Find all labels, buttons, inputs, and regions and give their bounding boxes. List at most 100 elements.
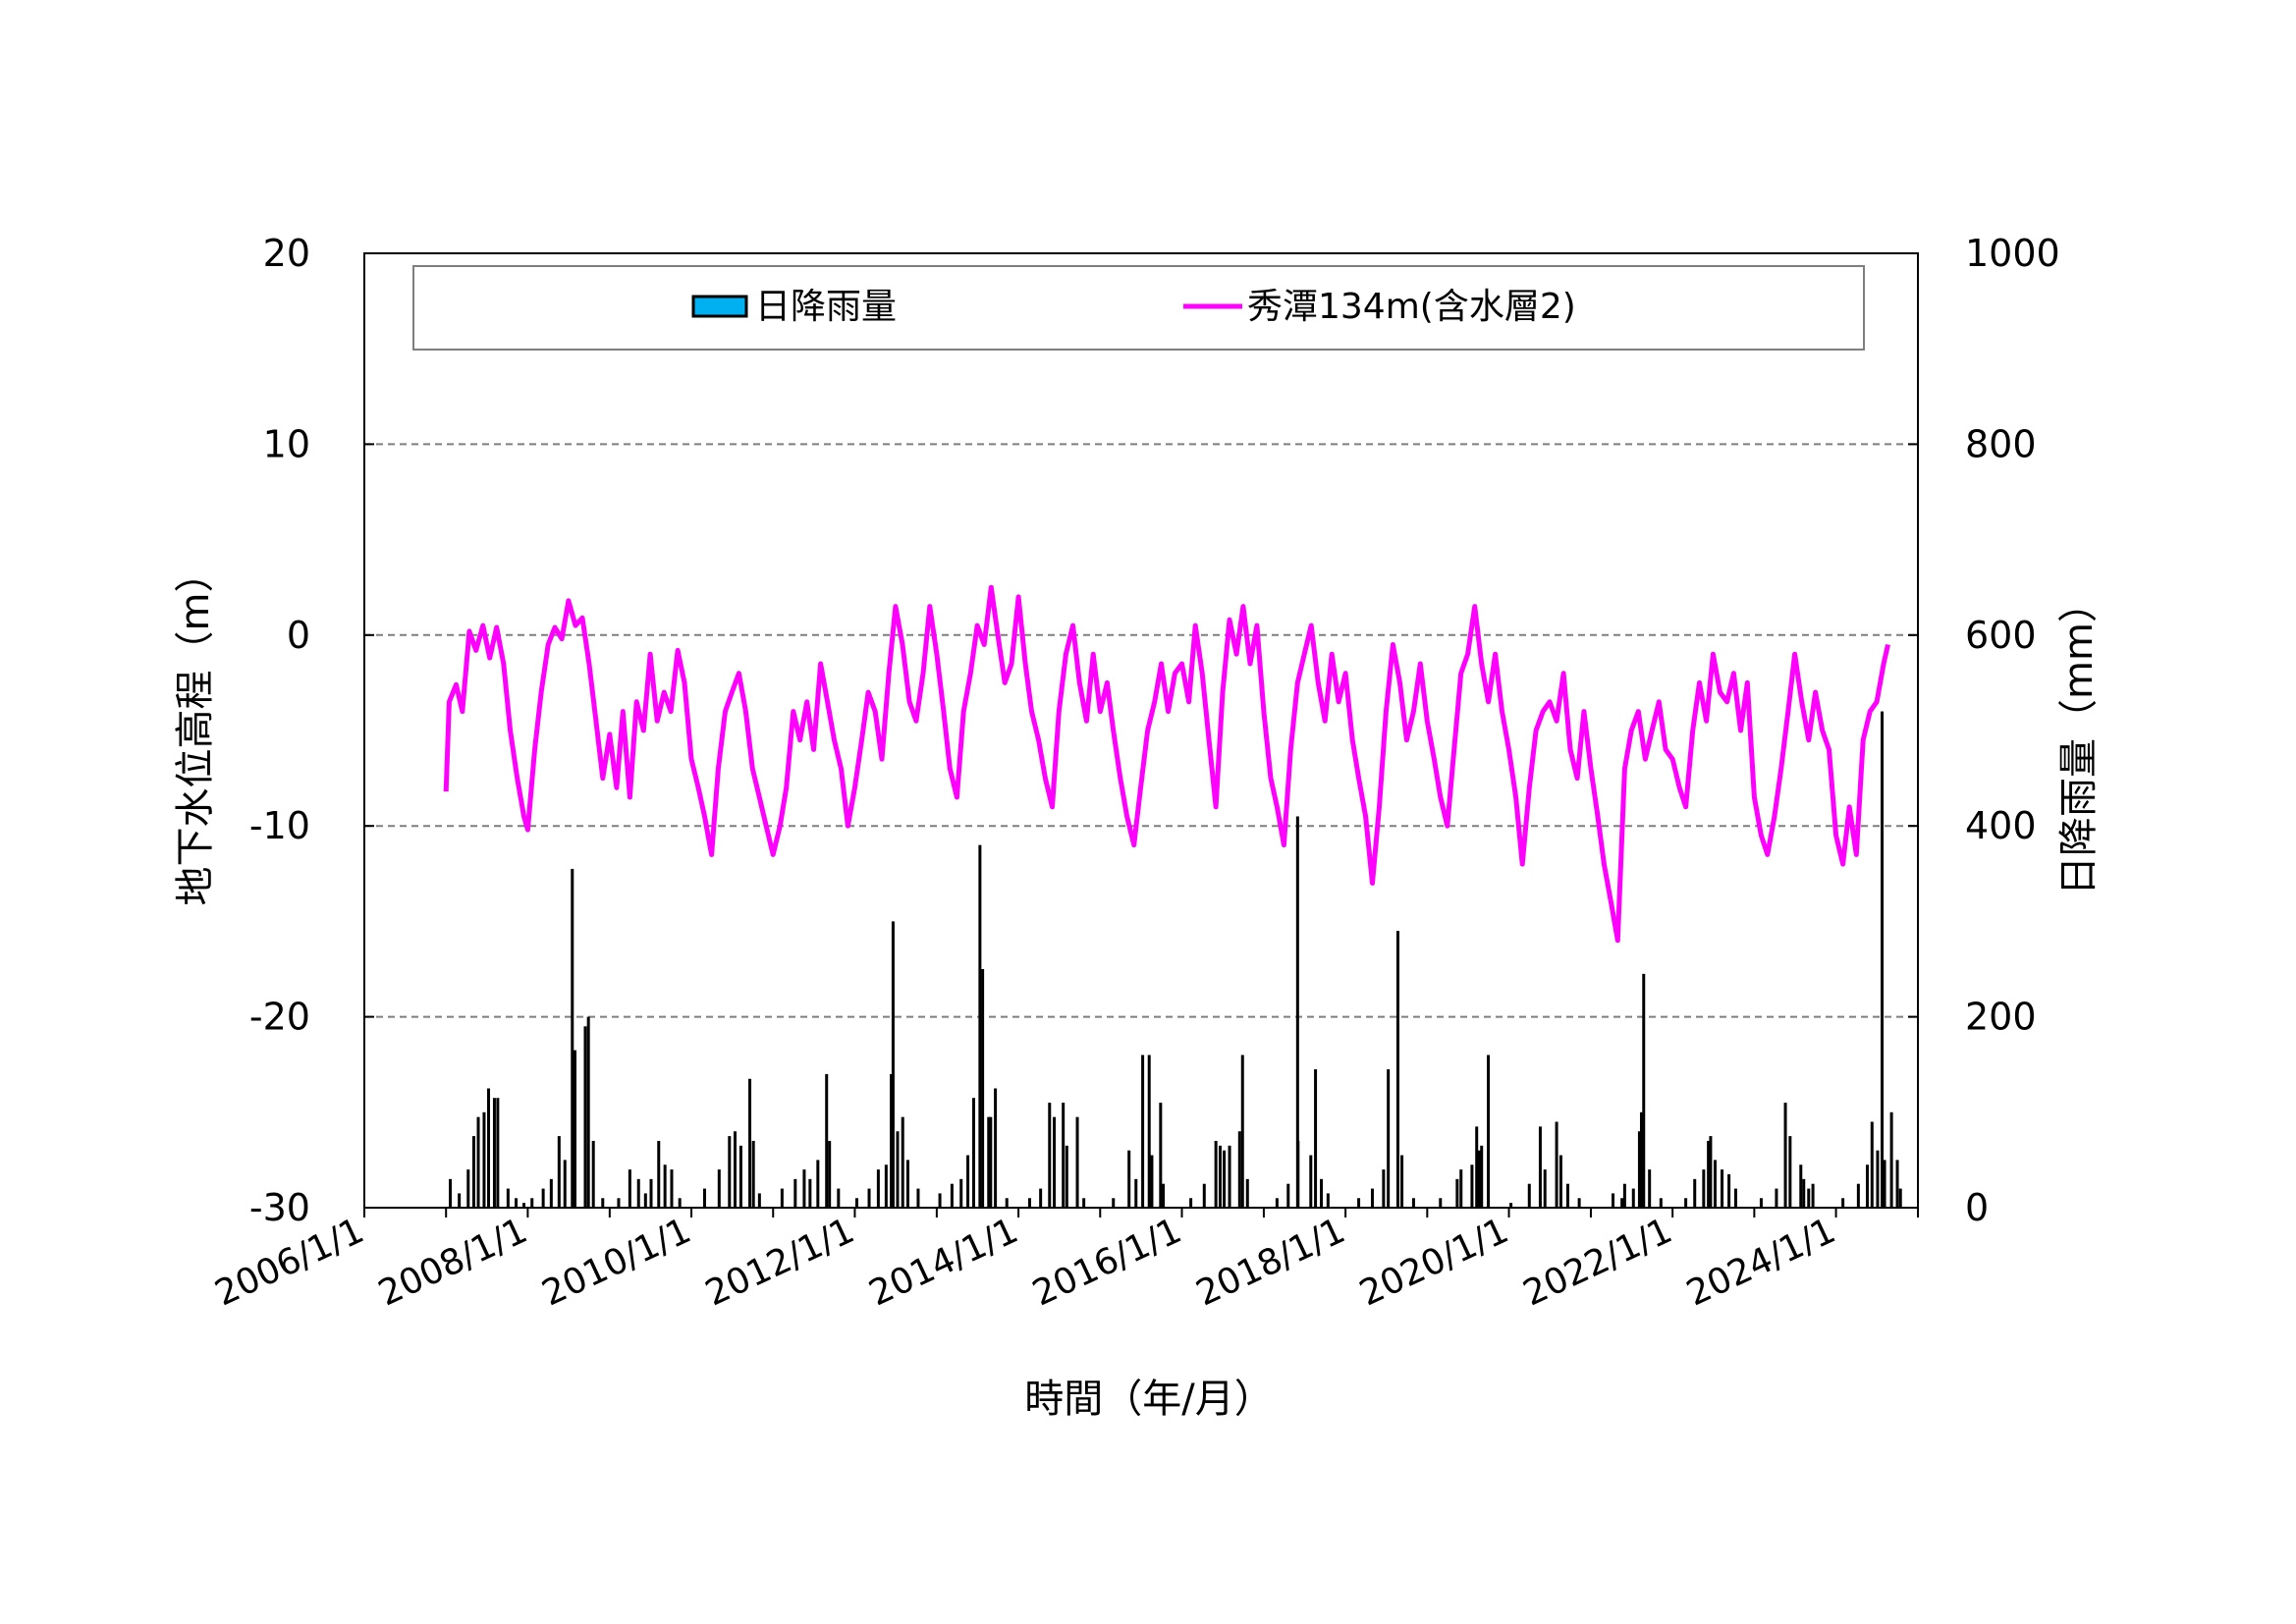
rain-bar: [901, 1116, 904, 1208]
rain-bar: [1713, 1160, 1717, 1208]
rain-bar: [978, 844, 982, 1208]
rain-bar: [1856, 1183, 1860, 1208]
rain-bar: [466, 1169, 470, 1208]
rain-bar: [1802, 1178, 1806, 1208]
rain-bar: [1159, 1103, 1163, 1208]
rain-bar: [586, 1016, 590, 1208]
rain-bar: [738, 1145, 742, 1208]
rain-bar: [1783, 1103, 1787, 1208]
rain-bar: [1727, 1173, 1731, 1208]
rain-bar: [1775, 1188, 1778, 1208]
rain-bar: [1480, 1145, 1484, 1208]
rain-bar: [837, 1188, 841, 1208]
x-tick-label: 2012/1/1: [699, 1211, 860, 1314]
rain-bar: [476, 1116, 480, 1208]
rain-bar: [1620, 1198, 1624, 1208]
x-tick-label: 2020/1/1: [1353, 1211, 1514, 1314]
x-tick-label: 2022/1/1: [1517, 1211, 1678, 1314]
rain-bar: [1228, 1145, 1231, 1208]
rain-bar: [1543, 1169, 1547, 1208]
y-right-tick-label: 800: [1965, 422, 2037, 465]
rain-bar: [981, 969, 985, 1208]
rain-bar: [1039, 1188, 1043, 1208]
rain-bar: [1189, 1198, 1193, 1208]
rain-bar: [751, 1140, 755, 1208]
rain-bar: [1558, 1155, 1562, 1208]
rain-bar: [1275, 1198, 1279, 1208]
rain-bar: [591, 1140, 595, 1208]
rain-bar: [1565, 1183, 1569, 1208]
rain-bar: [1162, 1183, 1166, 1208]
rain-bar: [1214, 1140, 1218, 1208]
rain-bar: [1898, 1188, 1902, 1208]
x-tick-label: 2024/1/1: [1681, 1211, 1842, 1314]
rain-bar: [663, 1164, 667, 1208]
rain-bar: [1053, 1116, 1057, 1208]
rain-bar: [649, 1178, 653, 1208]
rain-bar: [670, 1169, 674, 1208]
rain-bar: [1721, 1169, 1724, 1208]
rain-bar: [959, 1178, 963, 1208]
rain-bar: [1733, 1188, 1737, 1208]
y-right-tick-label: 0: [1965, 1186, 1989, 1229]
rain-bar: [549, 1178, 553, 1208]
rain-bar: [530, 1198, 534, 1208]
rain-bar: [1841, 1198, 1845, 1208]
rain-bar: [1684, 1198, 1688, 1208]
x-tick-label: 2010/1/1: [536, 1211, 697, 1314]
rain-bar: [571, 868, 574, 1208]
rain-bar: [541, 1188, 545, 1208]
rain-bar: [515, 1198, 519, 1208]
rain-bar: [458, 1193, 462, 1208]
y-left-tick-label: 20: [263, 232, 310, 275]
rain-bar: [1759, 1198, 1763, 1208]
y-axis-left-title: 地下水位高程（m）: [173, 554, 218, 906]
rain-bar: [757, 1193, 761, 1208]
rain-bar: [1555, 1121, 1558, 1208]
rain-bar: [896, 1131, 900, 1208]
rain-bar: [1470, 1164, 1474, 1208]
rain-bar: [1876, 1150, 1880, 1208]
legend-gw-label: 秀潭134m(含水層2): [1247, 287, 1576, 327]
rain-bar: [1150, 1155, 1154, 1208]
rain-bar: [1387, 1069, 1391, 1208]
rain-bar: [471, 1136, 475, 1208]
rain-bar: [1202, 1183, 1206, 1208]
rain-bar: [1223, 1150, 1227, 1208]
rain-bar: [905, 1160, 909, 1208]
rain-bar: [1218, 1145, 1222, 1208]
rain-bar: [1538, 1126, 1542, 1208]
x-tick-label: 2016/1/1: [1026, 1211, 1187, 1314]
rain-bar: [643, 1193, 647, 1208]
x-axis-title: 時間（年/月）: [1024, 1377, 1273, 1422]
y-left-tick-label: -30: [249, 1186, 310, 1229]
rain-bar: [828, 1140, 832, 1208]
rain-bar: [1459, 1169, 1463, 1208]
rain-bar: [1382, 1169, 1386, 1208]
rain-bar: [808, 1178, 812, 1208]
rain-bar: [950, 1183, 954, 1208]
rain-bar: [1709, 1136, 1713, 1208]
rain-bar: [816, 1160, 820, 1208]
y-right-tick-label: 600: [1965, 614, 2037, 657]
rain-bar: [938, 1193, 942, 1208]
rain-bar: [628, 1169, 631, 1208]
rain-bar: [793, 1178, 797, 1208]
y-left-tick-label: 0: [287, 614, 310, 657]
rain-bar: [1612, 1193, 1615, 1208]
rain-bar: [1309, 1155, 1313, 1208]
y-axis-right-title: 日降雨量（mm）: [2056, 583, 2102, 895]
y-left-tick-label: 10: [263, 422, 310, 465]
rain-bar: [1865, 1164, 1869, 1208]
rain-bar: [1622, 1183, 1626, 1208]
rain-bar: [1082, 1198, 1086, 1208]
rain-bar: [1296, 1140, 1300, 1208]
x-tick-label: 2008/1/1: [372, 1211, 533, 1314]
rain-bar: [522, 1203, 526, 1208]
legend: 日降雨量 秀潭134m(含水層2): [412, 265, 1865, 351]
rain-bar: [1455, 1178, 1459, 1208]
rain-bar: [1883, 1160, 1886, 1208]
rain-bar: [717, 1169, 721, 1208]
rain-bar: [966, 1155, 970, 1208]
